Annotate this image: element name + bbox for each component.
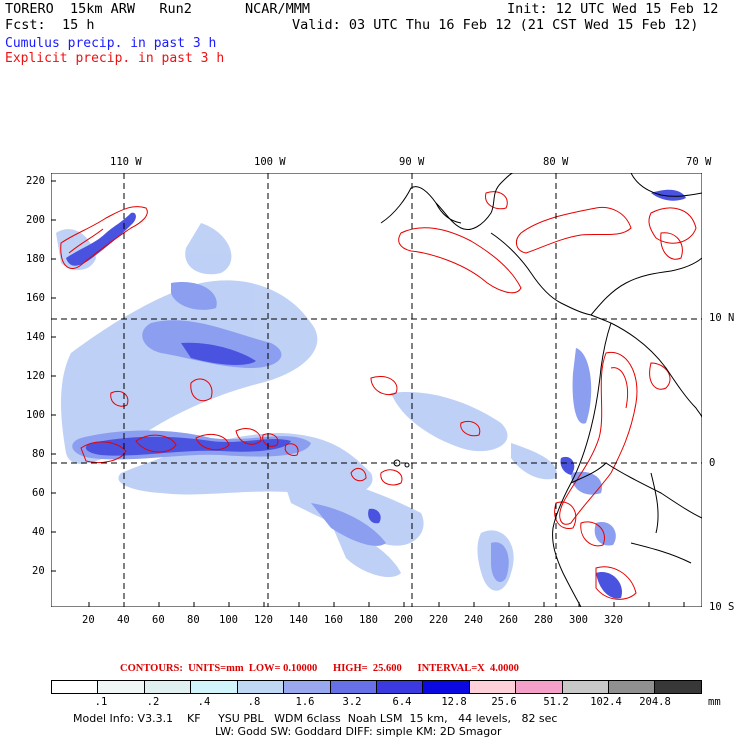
valid-time: Valid: 03 UTC Thu 16 Feb 12 (21 CST Wed …: [292, 17, 699, 33]
lon-label: 80 W: [543, 156, 569, 168]
legend-label: .2: [146, 696, 160, 708]
legend-swatch: [284, 681, 331, 693]
y-tick-label: 220: [26, 175, 45, 187]
legend-label: 51.2: [543, 696, 569, 708]
x-tick-label: 160: [324, 614, 343, 626]
x-tick-label: 80: [187, 614, 200, 626]
precip-map: [51, 173, 702, 607]
y-tick-label: 60: [32, 487, 45, 499]
legend-label: .1: [94, 696, 108, 708]
legend-swatch: [330, 681, 377, 693]
x-tick-label: 240: [464, 614, 483, 626]
x-tick-label: 260: [499, 614, 518, 626]
y-tick-label: 160: [26, 292, 45, 304]
legend-label: 3.2: [342, 696, 362, 708]
lon-label: 110 W: [110, 156, 142, 168]
legend-swatch: [237, 681, 285, 693]
legend-label: 1.6: [295, 696, 315, 708]
legend-label: .8: [247, 696, 261, 708]
y-tick-label: 120: [26, 370, 45, 382]
legend-swatch: [98, 681, 145, 693]
cumulus-precip-heavy: [66, 189, 686, 599]
y-tick-label: 40: [32, 526, 45, 538]
explicit-precip-contours: [60, 191, 697, 600]
coastlines: [380, 173, 702, 607]
legend-swatch: [376, 681, 424, 693]
cumulus-legend-text: Cumulus precip. in past 3 h: [5, 36, 217, 51]
x-tick-label: 280: [534, 614, 553, 626]
axis-ticks: [51, 180, 685, 607]
contours-info: CONTOURS: UNITS=mm LOW= 0.10000 HIGH= 25…: [120, 663, 519, 674]
y-tick-label: 180: [26, 253, 45, 265]
org-label: NCAR/MMM: [245, 1, 311, 17]
legend-unit: mm: [708, 696, 721, 708]
legend-label: .4: [197, 696, 211, 708]
x-tick-label: 60: [152, 614, 165, 626]
legend-label: 12.8: [441, 696, 467, 708]
legend-swatch: [469, 681, 517, 693]
x-tick-label: 140: [289, 614, 308, 626]
precip-color-legend: [51, 680, 702, 694]
explicit-legend-text: Explicit precip. in past 3 h: [5, 51, 225, 66]
lat-lon-grid: [51, 173, 702, 607]
legend-swatch: [516, 681, 563, 693]
model-info: Model Info: V3.3.1 KF YSU PBL WDM 6class…: [73, 712, 558, 725]
lon-label: 90 W: [399, 156, 425, 168]
legend-swatch: [52, 681, 99, 693]
legend-label: 204.8: [639, 696, 671, 708]
legend-swatch: [423, 681, 470, 693]
legend-swatch: [562, 681, 610, 693]
legend-label: 6.4: [392, 696, 412, 708]
x-tick-label: 120: [254, 614, 273, 626]
legend-swatch: [144, 681, 192, 693]
x-tick-label: 320: [604, 614, 623, 626]
legend-label: 102.4: [590, 696, 622, 708]
physics-info: LW: Godd SW: Goddard DIFF: simple KM: 2D…: [215, 725, 502, 738]
init-time: Init: 12 UTC Wed 15 Feb 12: [507, 1, 719, 17]
model-title: TORERO 15km ARW Run2: [5, 1, 192, 17]
x-tick-label: 200: [394, 614, 413, 626]
legend-swatch: [655, 681, 701, 693]
forecast-hour: 15 h: [62, 17, 95, 33]
y-tick-label: 20: [32, 565, 45, 577]
x-tick-label: 20: [82, 614, 95, 626]
x-tick-label: 40: [117, 614, 130, 626]
x-tick-label: 180: [359, 614, 378, 626]
x-tick-label: 100: [219, 614, 238, 626]
legend-label: 25.6: [491, 696, 517, 708]
legend-swatch: [191, 681, 238, 693]
y-tick-label: 200: [26, 214, 45, 226]
y-tick-label: 140: [26, 331, 45, 343]
lat-label: 0: [709, 457, 716, 469]
lon-label: 70 W: [686, 156, 712, 168]
y-tick-label: 100: [26, 409, 45, 421]
lat-label: 10 N: [709, 312, 735, 324]
lon-label: 100 W: [254, 156, 286, 168]
x-tick-label: 220: [429, 614, 448, 626]
y-tick-label: 80: [32, 448, 45, 460]
legend-swatch: [609, 681, 656, 693]
x-tick-label: 300: [569, 614, 588, 626]
forecast-label: Fcst:: [5, 17, 46, 33]
lat-label: 10 S: [709, 601, 735, 613]
